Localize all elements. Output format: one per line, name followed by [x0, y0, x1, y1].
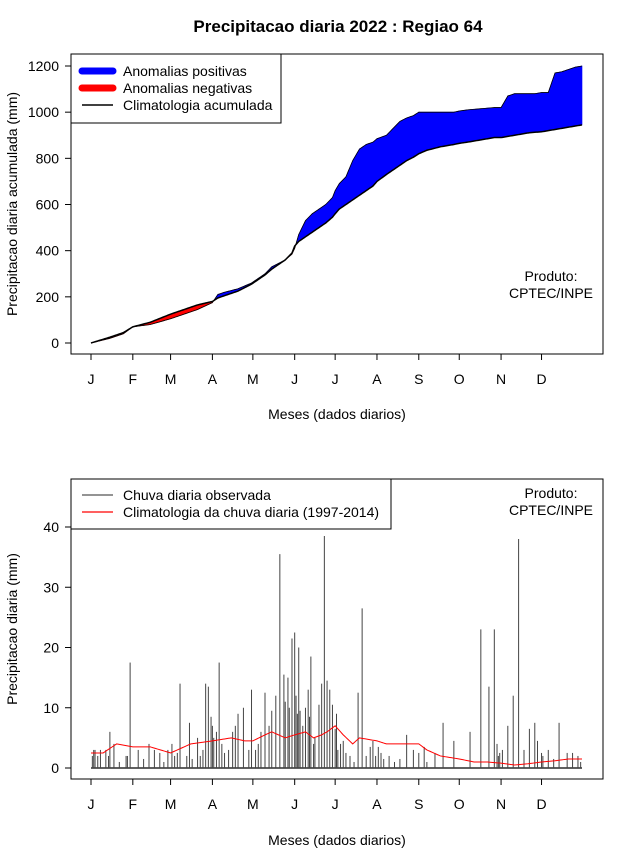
daily-product-label: Produto: [525, 485, 578, 501]
daily-x-axis-label: Meses (dados diarios) [268, 832, 406, 848]
daily-y-axis-label: Precipitacao diaria (mm) [4, 553, 20, 705]
x-tick-label: D [536, 371, 546, 387]
legend-label-negative-anomaly: Anomalias negativas [123, 80, 252, 96]
x-tick-label: J [291, 371, 298, 387]
y-tick-label: 30 [43, 579, 59, 595]
daily-product-source: CPTEC/INPE [509, 502, 593, 518]
y-tick-label: 20 [43, 640, 59, 656]
y-tick-label: 40 [43, 519, 59, 535]
cumulative-x-axis-label: Meses (dados diarios) [268, 406, 406, 422]
x-tick-label: M [247, 796, 259, 812]
x-tick-label: O [454, 796, 465, 812]
x-tick-label: A [208, 371, 218, 387]
x-tick-label: F [129, 371, 138, 387]
cumulative-product-source: CPTEC/INPE [509, 285, 593, 301]
x-tick-label: S [414, 371, 423, 387]
y-tick-label: 0 [51, 335, 59, 351]
y-tick-label: 800 [36, 150, 60, 166]
x-tick-label: J [88, 371, 95, 387]
legend-label-climatology-daily: Climatologia da chuva diaria (1997-2014) [123, 504, 379, 520]
x-tick-label: J [291, 796, 298, 812]
daily-legend-box [70, 478, 392, 530]
chart-title: Precipitacao diaria 2022 : Regiao 64 [193, 17, 483, 36]
daily-legend: Chuva diaria observada Climatologia da c… [70, 478, 392, 530]
cumulative-legend: Anomalias positivas Anomalias negativas … [70, 53, 282, 124]
climatology-daily-line [91, 725, 582, 766]
legend-label-climatology-cumulative: Climatologia acumulada [123, 97, 273, 113]
cumulative-product-label: Produto: [525, 268, 578, 284]
x-tick-label: A [372, 796, 382, 812]
y-tick-label: 200 [36, 289, 60, 305]
daily-chart: 0 10 20 30 40 J F M A M J J A S O N D Precipitacao diar… [4, 478, 604, 848]
climatology-cumulative-line [90, 124, 583, 344]
x-tick-label: S [414, 796, 423, 812]
x-tick-label: D [536, 796, 546, 812]
x-tick-label: J [88, 796, 95, 812]
cumulative-y-axis-label: Precipitacao diaria acumulada (mm) [4, 92, 20, 316]
y-tick-label: 0 [51, 760, 59, 776]
x-tick-label: F [129, 796, 138, 812]
x-tick-label: M [165, 371, 177, 387]
y-tick-label: 600 [36, 197, 60, 213]
y-tick-label: 1200 [28, 58, 59, 74]
legend-label-observed-rain: Chuva diaria observada [123, 487, 271, 503]
x-tick-label: O [454, 371, 465, 387]
x-tick-label: N [496, 796, 506, 812]
x-tick-label: M [247, 371, 259, 387]
x-tick-label: A [208, 796, 218, 812]
negative-anomaly-area [90, 243, 297, 344]
cumulative-chart: 0 200 400 600 800 1000 1200 J F M A M J J A S O N D Preci… [4, 53, 604, 422]
observed-cumulative-line [90, 65, 583, 344]
x-tick-label: J [332, 371, 339, 387]
x-tick-label: A [372, 371, 382, 387]
y-tick-label: 400 [36, 243, 60, 259]
y-tick-label: 10 [43, 700, 59, 716]
y-tick-label: 1000 [28, 104, 59, 120]
x-tick-label: N [496, 371, 506, 387]
legend-label-positive-anomaly: Anomalias positivas [123, 63, 247, 79]
x-tick-label: J [332, 796, 339, 812]
x-tick-label: M [165, 796, 177, 812]
